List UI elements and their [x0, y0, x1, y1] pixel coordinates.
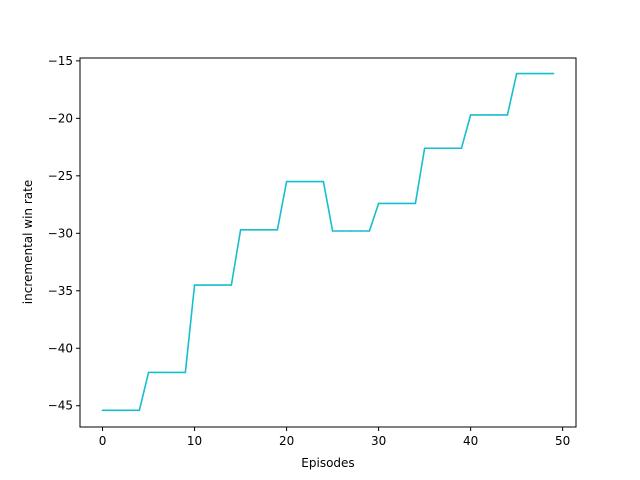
data-point	[276, 229, 279, 231]
data-point	[313, 180, 315, 183]
data-point	[387, 202, 389, 205]
data-point	[552, 72, 555, 75]
data-point	[175, 371, 177, 374]
data-point	[239, 229, 242, 231]
y-tick-label: −25	[48, 169, 73, 183]
data-point	[479, 114, 481, 116]
data-point	[184, 371, 187, 374]
x-tick-label: 40	[463, 434, 478, 448]
data-point	[525, 72, 527, 75]
data-point	[359, 230, 362, 232]
y-axis-label: incremental win rate	[21, 180, 35, 304]
data-point	[267, 229, 269, 231]
data-point	[156, 371, 159, 374]
data-point	[414, 202, 417, 205]
data-point	[322, 180, 325, 183]
data-point	[423, 147, 426, 150]
data-point	[110, 409, 113, 412]
data-point	[488, 114, 490, 116]
y-tick-label: −35	[48, 284, 73, 298]
data-point	[442, 147, 444, 150]
x-tick-label: 10	[187, 434, 202, 448]
x-axis-label: Episodes	[301, 456, 354, 470]
data-point	[331, 230, 334, 232]
series-layer	[101, 72, 555, 412]
data-point	[506, 114, 509, 116]
data-point	[451, 147, 454, 150]
data-point	[368, 230, 371, 232]
data-point	[294, 180, 297, 183]
data-point	[258, 229, 260, 231]
y-tick-label: −15	[48, 54, 73, 68]
data-point	[285, 180, 288, 183]
x-tick-label: 0	[99, 434, 107, 448]
y-tick-label: −45	[48, 399, 73, 413]
data-point	[193, 284, 196, 286]
data-point	[469, 114, 472, 116]
data-point	[120, 409, 122, 412]
y-tick-label: −30	[48, 226, 73, 240]
y-axis: −45 −40 −35 −30 −25 −20 −15	[48, 54, 80, 413]
x-axis: 0 10 20 30 40 50	[99, 427, 570, 448]
data-point	[129, 409, 131, 412]
y-tick-label: −20	[48, 111, 73, 125]
data-point	[202, 284, 205, 286]
data-point	[230, 284, 233, 286]
data-point	[497, 114, 500, 116]
x-tick-label: 30	[371, 434, 386, 448]
data-point	[166, 371, 168, 374]
data-point	[396, 202, 398, 205]
data-point	[138, 409, 141, 412]
series-line	[102, 72, 554, 412]
data-point	[534, 72, 536, 75]
data-point	[221, 284, 223, 286]
data-point	[543, 72, 546, 75]
data-point	[147, 371, 150, 374]
plot-frame	[79, 57, 577, 428]
data-point	[212, 284, 214, 286]
data-point	[341, 230, 343, 232]
data-point	[405, 202, 408, 205]
data-point	[460, 147, 463, 150]
x-tick-label: 50	[555, 434, 570, 448]
data-point	[515, 72, 518, 75]
data-point	[101, 409, 104, 412]
data-point	[433, 147, 435, 150]
data-point	[304, 180, 306, 183]
data-point	[377, 202, 380, 205]
data-point	[248, 229, 251, 231]
x-tick-label: 20	[279, 434, 294, 448]
y-tick-label: −40	[48, 341, 73, 355]
data-point	[350, 230, 352, 232]
plot-background	[80, 58, 576, 427]
